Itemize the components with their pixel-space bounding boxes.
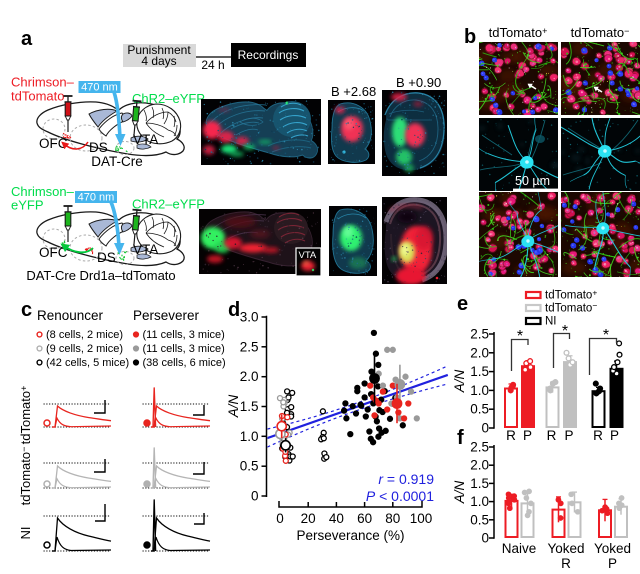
svg-text:DS: DS [97, 250, 116, 265]
svg-text:P: P [608, 556, 617, 571]
svg-text:0.5: 0.5 [470, 512, 489, 527]
svg-text:3.0: 3.0 [240, 310, 259, 325]
svg-text:1.5: 1.5 [240, 399, 259, 414]
svg-text:tdTomato+: tdTomato+ [18, 386, 33, 445]
svg-text:Renouncer: Renouncer [37, 308, 104, 323]
svg-text:Perseverance (%): Perseverance (%) [296, 528, 404, 543]
svg-text:Punishment: Punishment [127, 43, 191, 57]
svg-text:80: 80 [385, 511, 400, 526]
svg-text:0.5: 0.5 [240, 459, 259, 474]
svg-text:(8 cells, 2 mice): (8 cells, 2 mice) [46, 329, 123, 341]
svg-text:NI: NI [18, 527, 33, 540]
svg-text:R: R [506, 428, 516, 443]
svg-text:A/N: A/N [452, 481, 467, 505]
svg-text:tdTomato−: tdTomato− [545, 301, 597, 315]
svg-text:DAT-Cre: DAT-Cre [91, 154, 143, 169]
svg-text:470 nm: 470 nm [78, 192, 115, 204]
svg-text:1.0: 1.0 [470, 383, 489, 398]
svg-text:50 µm: 50 µm [515, 174, 550, 188]
svg-text:2.5: 2.5 [470, 327, 489, 342]
svg-text:Chrimson–: Chrimson– [11, 75, 75, 90]
svg-text:B +2.68: B +2.68 [331, 84, 376, 99]
svg-text:(11 cells, 3 mice): (11 cells, 3 mice) [143, 329, 225, 341]
svg-text:r = 0.919: r = 0.919 [378, 471, 434, 487]
svg-text:(42 cells, 5 mice): (42 cells, 5 mice) [46, 357, 129, 369]
svg-text:VTA: VTA [133, 242, 158, 257]
svg-text:DAT-Cre Drd1a–tdTomato: DAT-Cre Drd1a–tdTomato [26, 268, 175, 283]
svg-text:*: * [517, 328, 523, 345]
svg-text:tdTomato: tdTomato [11, 89, 64, 104]
svg-text:0.5: 0.5 [470, 402, 489, 417]
svg-text:0: 0 [251, 489, 259, 504]
svg-text:NI: NI [545, 316, 557, 328]
svg-text:tdTomato+: tdTomato+ [545, 288, 597, 302]
svg-text:1.0: 1.0 [240, 429, 259, 444]
svg-text:1.0: 1.0 [470, 494, 489, 509]
svg-text:Chrimson–: Chrimson– [11, 184, 75, 199]
svg-text:R: R [561, 556, 571, 571]
svg-text:2.0: 2.0 [470, 345, 489, 360]
svg-text:DS: DS [89, 140, 108, 155]
svg-text:470 nm: 470 nm [81, 82, 118, 94]
svg-text:B +0.90: B +0.90 [396, 75, 441, 90]
svg-text:Perseverer: Perseverer [133, 308, 200, 323]
svg-text:ChR2–eYFP: ChR2–eYFP [132, 91, 205, 106]
svg-text:4 days: 4 days [141, 54, 176, 68]
svg-text:Naive: Naive [502, 541, 537, 556]
svg-text:b: b [464, 26, 476, 48]
svg-text:(11 cells, 3 mice): (11 cells, 3 mice) [143, 343, 225, 355]
svg-text:eYFP: eYFP [11, 198, 44, 213]
svg-text:OFC: OFC [39, 136, 68, 151]
svg-text:*: * [562, 323, 568, 340]
svg-text:1.5: 1.5 [470, 364, 489, 379]
svg-text:Yoked: Yoked [594, 541, 631, 556]
svg-text:P: P [523, 428, 532, 443]
svg-text:0: 0 [481, 531, 489, 546]
svg-text:P: P [610, 428, 619, 443]
svg-text:2.5: 2.5 [470, 440, 489, 455]
svg-text:VTA: VTA [299, 250, 317, 261]
svg-text:d: d [228, 299, 240, 321]
svg-text:*: * [603, 327, 609, 344]
svg-text:Yoked: Yoked [547, 541, 584, 556]
svg-text:2.0: 2.0 [470, 458, 489, 473]
svg-text:(38 cells, 6 mice): (38 cells, 6 mice) [143, 357, 226, 369]
svg-text:100: 100 [410, 511, 433, 526]
svg-text:tdTomato−: tdTomato− [571, 25, 630, 40]
svg-text:2.5: 2.5 [240, 339, 259, 354]
svg-text:Recordings: Recordings [238, 48, 299, 62]
svg-text:2.0: 2.0 [240, 369, 259, 384]
svg-text:A/N: A/N [226, 395, 241, 419]
svg-text:(9 cells, 2 mice): (9 cells, 2 mice) [46, 343, 123, 355]
svg-text:OFC: OFC [39, 245, 68, 260]
svg-text:20: 20 [301, 511, 316, 526]
svg-text:VTA: VTA [133, 132, 158, 147]
svg-text:24 h: 24 h [201, 58, 224, 72]
svg-text:1.5: 1.5 [470, 476, 489, 491]
svg-text:0: 0 [276, 511, 284, 526]
svg-text:e: e [457, 293, 468, 315]
svg-text:tdTomato−: tdTomato− [18, 447, 33, 506]
svg-text:A/N: A/N [452, 370, 467, 394]
svg-text:P < 0.0001: P < 0.0001 [366, 488, 434, 504]
svg-text:tdTomato+: tdTomato+ [489, 25, 548, 40]
svg-text:ChR2–eYFP: ChR2–eYFP [132, 197, 205, 212]
svg-text:60: 60 [357, 511, 372, 526]
svg-text:P: P [564, 428, 573, 443]
svg-text:f: f [457, 427, 464, 449]
svg-text:R: R [547, 428, 557, 443]
svg-text:a: a [21, 28, 33, 50]
svg-text:40: 40 [329, 511, 344, 526]
svg-text:R: R [593, 428, 603, 443]
svg-text:c: c [21, 299, 32, 321]
svg-text:0: 0 [481, 421, 489, 436]
